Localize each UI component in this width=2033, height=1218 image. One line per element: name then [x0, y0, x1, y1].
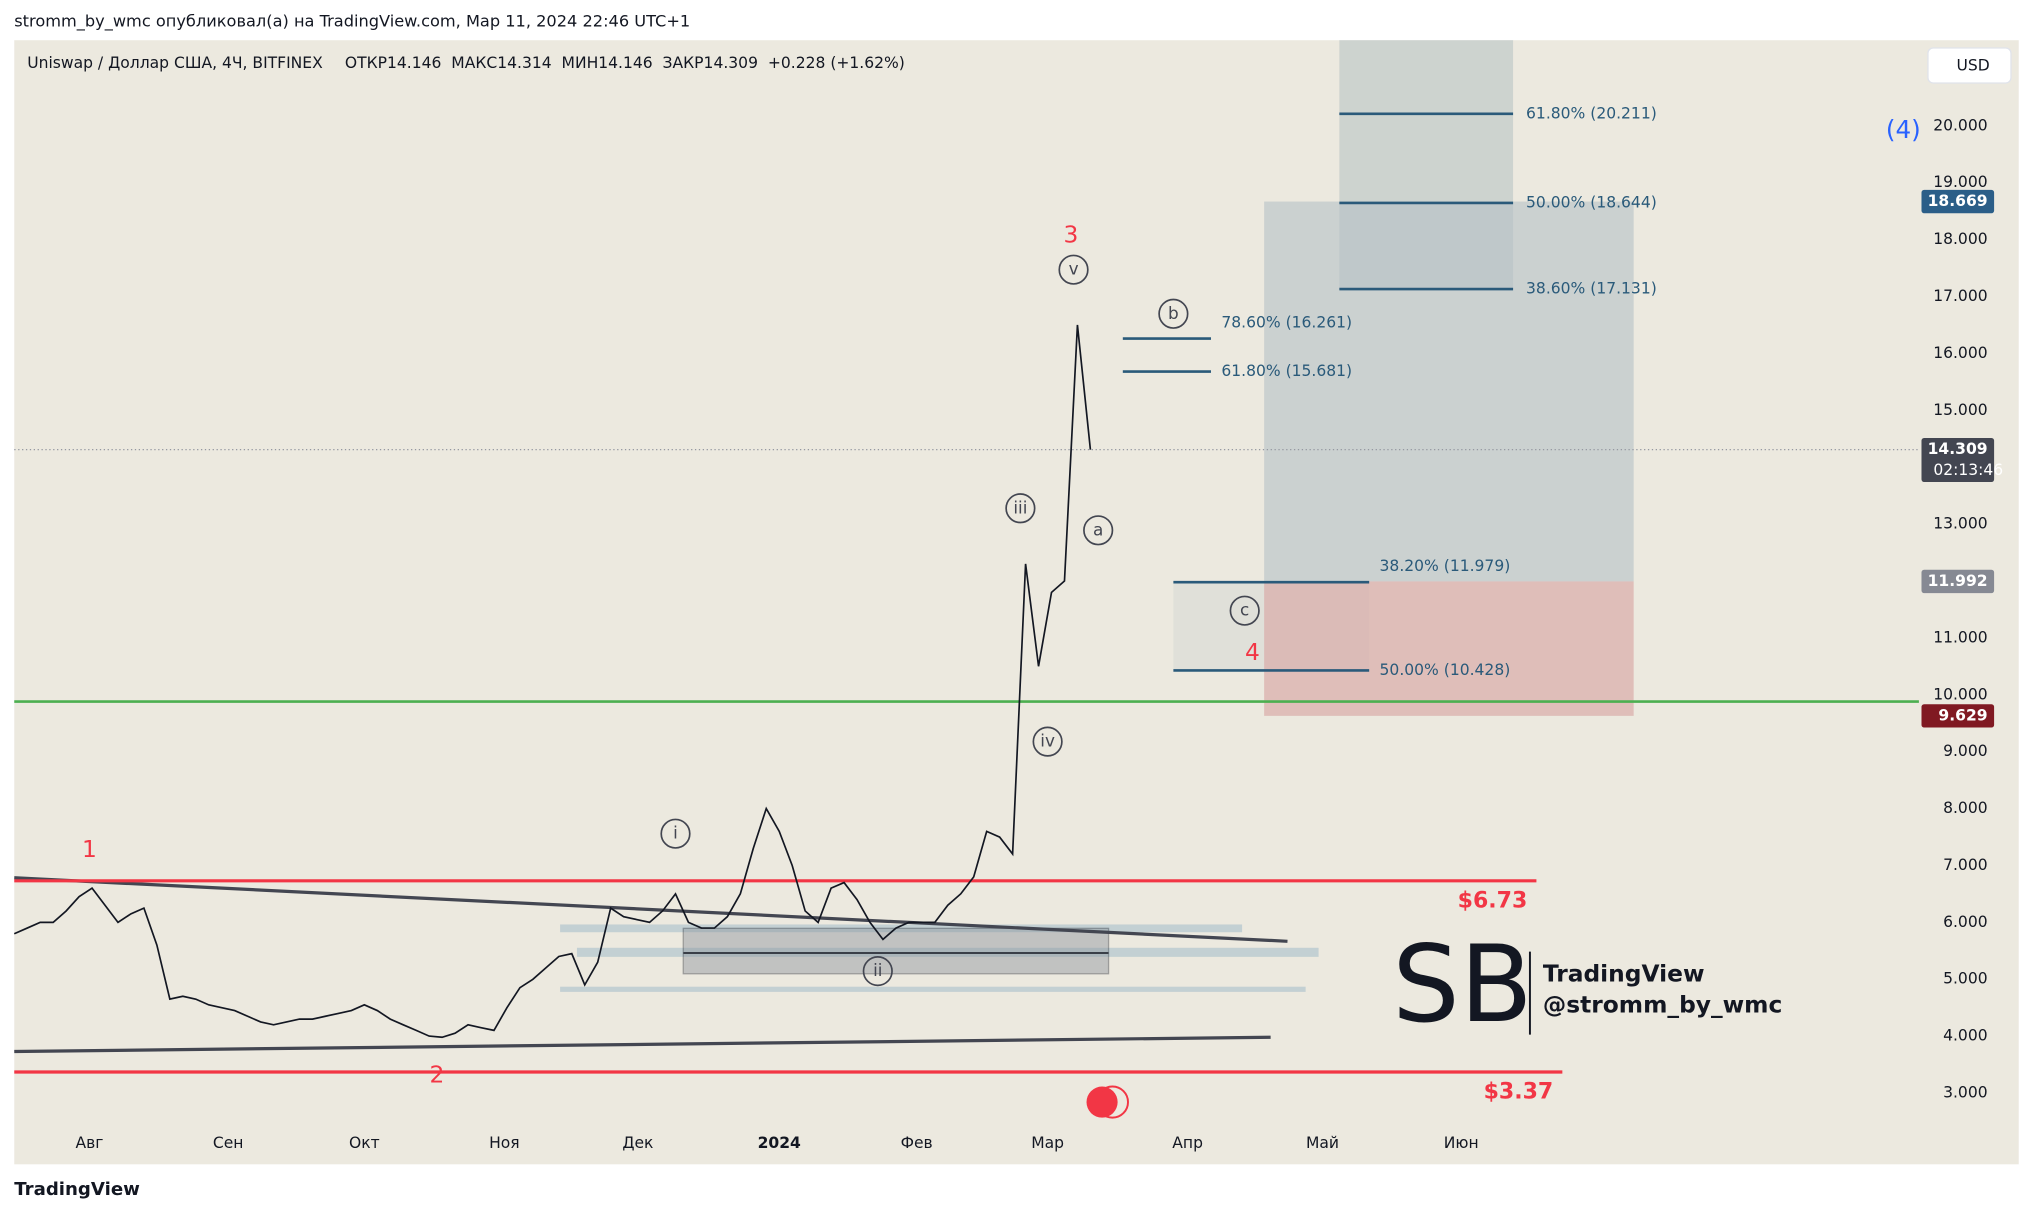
wave-circle [862, 956, 893, 987]
wave-circle [1229, 595, 1260, 626]
x-tick-label: Фев [901, 1134, 933, 1152]
y-tick-label: 4.000 [1943, 1027, 1988, 1045]
price-level-label: $6.73 [1458, 889, 1528, 914]
watermark-logo: SB [1392, 923, 1532, 1047]
price-badge [1921, 704, 1995, 728]
wave-circle [1032, 726, 1063, 757]
y-tick-label: 10.000 [1933, 685, 1987, 703]
y-tick-label: 18.000 [1933, 230, 1987, 248]
price-badge-label: 18.669 [1928, 192, 1988, 210]
y-tick-label: 13.000 [1933, 515, 1987, 533]
y-tick-label: 17.000 [1933, 287, 1987, 305]
price-badge-label: 14.309 [1928, 440, 1988, 458]
x-tick-label: Окт [349, 1134, 380, 1152]
price-badge [1921, 189, 1995, 214]
countdown: 02:13:46 [1933, 461, 2003, 479]
fib-label: 38.20% (11.979) [1380, 557, 1511, 575]
wave-label: 3 [1064, 220, 1079, 248]
trendline [14, 1035, 1271, 1054]
x-tick-label: Дек [622, 1134, 653, 1152]
wave-label: i [673, 823, 678, 843]
wave-label: 1 [82, 835, 97, 863]
price-badge-label: 11.992 [1928, 572, 1988, 590]
fib-label: 61.80% (15.681) [1221, 362, 1352, 380]
position-stop-zone [1264, 581, 1634, 716]
wave-label: iii [1013, 497, 1027, 517]
wave-label: 4 [1245, 638, 1260, 666]
fib-label: 38.60% (17.131) [1526, 280, 1657, 298]
trendline [14, 876, 1288, 943]
x-tick-label: Ноя [489, 1134, 520, 1152]
currency-button[interactable] [1927, 47, 2012, 84]
y-tick-label: 16.000 [1933, 344, 1987, 362]
zone-box [682, 927, 1110, 975]
y-tick-label: 9.000 [1943, 742, 1988, 760]
price-line [13, 324, 1092, 1039]
y-tick-label: 20.000 [1933, 116, 1987, 134]
ohlc: ОТКР14.146 МАКС14.314 МИН14.146 ЗАКР14.3… [345, 54, 905, 72]
wave-label: 2 [430, 1061, 445, 1089]
fib-label: 78.60% (16.261) [1221, 313, 1352, 331]
y-tick-label: 7.000 [1943, 856, 1988, 874]
footer-brand: TradingView [14, 1179, 140, 1200]
position-target-zone [1264, 201, 1634, 582]
watermark: SB [1392, 923, 1532, 1047]
symbol: Uniswap / Доллар США, 4Ч, BITFINEX [27, 54, 323, 72]
chart-background [14, 40, 2019, 1165]
fib-label: 61.80% (20.211) [1526, 104, 1657, 122]
price-badge-label: 9.629 [1938, 706, 1987, 724]
x-tick-label: Апр [1172, 1134, 1203, 1152]
fib-label: 50.00% (18.644) [1526, 193, 1657, 211]
wave-circle [1005, 493, 1036, 524]
y-tick-label: 11.000 [1933, 628, 1987, 646]
event-icon[interactable] [1095, 1085, 1129, 1119]
watermark-line1: TradingView [1543, 960, 1705, 988]
publisher: stromm_by_wmc опубликовал(а) на TradingV… [14, 12, 690, 32]
watermark-line2: @stromm_by_wmc [1543, 991, 1782, 1019]
wave-label: ii [873, 960, 882, 980]
y-tick-label: 19.000 [1933, 173, 1987, 191]
price-level-label: $3.37 [1484, 1080, 1554, 1105]
y-tick-label: 15.000 [1933, 401, 1987, 419]
wave-circle [1158, 298, 1189, 329]
zone [560, 986, 1306, 992]
price-badge [1921, 569, 1995, 594]
wave-circle [1083, 515, 1114, 546]
price-badge [1921, 437, 1995, 483]
wave-label: b [1168, 303, 1179, 323]
y-tick-label: 8.000 [1943, 799, 1988, 817]
wave-label: iv [1040, 731, 1055, 751]
y-tick-label: 3.000 [1943, 1084, 1988, 1102]
x-tick-label: Июн [1444, 1134, 1479, 1152]
x-tick-label: Авг [75, 1134, 103, 1152]
fib-label: 50.00% (10.428) [1380, 661, 1511, 679]
y-tick-label: 6.000 [1943, 913, 1988, 931]
wave-label: a [1093, 519, 1103, 539]
wave-label: c [1240, 600, 1249, 620]
y-tick-label: 5.000 [1943, 970, 1988, 988]
wave-circle [1058, 254, 1089, 285]
x-tick-label: 2024 [758, 1134, 801, 1152]
x-tick-label: Сен [213, 1134, 244, 1152]
wave-label: v [1069, 259, 1079, 279]
x-tick-label: Май [1306, 1134, 1339, 1152]
x-tick-label: Мар [1031, 1134, 1064, 1152]
wave-circle [660, 818, 691, 849]
event-icon[interactable] [1086, 1086, 1118, 1118]
zone [560, 924, 1243, 933]
currency[interactable]: USD [1957, 57, 1990, 75]
wave-label: (4) [1886, 115, 1921, 144]
